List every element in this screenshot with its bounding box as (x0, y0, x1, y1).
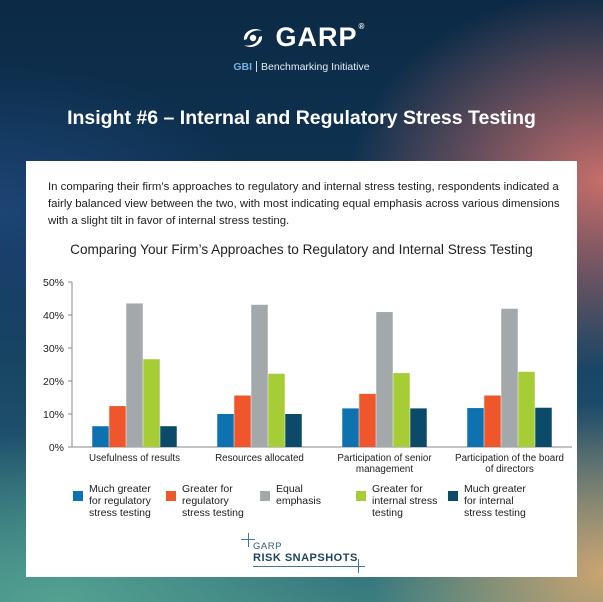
bar (234, 395, 251, 447)
legend-item: Much greater for internal stress testing (448, 483, 526, 519)
brand-name: GARP® (275, 22, 366, 52)
legend-label-line: Greater for (372, 483, 423, 495)
chart-title: Comparing Your Firm’s Approaches to Regu… (70, 242, 533, 257)
x-tick-label: management (356, 464, 413, 475)
legend-label: Much greater for internal stress testing (464, 483, 526, 519)
garp-logo: GARP® GBI Benchmarking Initiative (0, 22, 603, 73)
bar (268, 373, 285, 447)
bar (393, 373, 410, 447)
legend-label-line: for internal (464, 495, 514, 507)
bar (92, 426, 109, 447)
bar (285, 414, 302, 447)
legend-label: Much greater for regulatory stress testing (89, 483, 151, 519)
legend-label-line: regulatory (182, 495, 229, 507)
footer-series-name: RISK SNAPSHOTS (253, 552, 358, 564)
legend-label-line: testing (372, 507, 403, 519)
y-tick-label: 20% (43, 376, 64, 388)
y-tick-label: 10% (43, 409, 64, 421)
legend-label: Greater for internal stress testing (372, 483, 437, 519)
logo-corner-line (253, 566, 365, 567)
brand-sub-prefix: GBI (233, 60, 253, 73)
risk-snapshots-logo: GARP RISK SNAPSHOTS (239, 525, 369, 573)
bar (160, 426, 177, 447)
y-tick-label: 0% (49, 442, 64, 454)
intro-paragraph: In comparing their firm’s approaches to … (48, 181, 560, 227)
registered-mark: ® (358, 22, 366, 31)
bar (467, 408, 484, 447)
bar (518, 371, 535, 447)
legend-label-line: emphasis (276, 495, 321, 507)
bar (217, 414, 234, 447)
bar (126, 303, 143, 447)
x-tick-label: Participation of the board (455, 453, 564, 464)
x-tick-label: Usefulness of results (89, 453, 180, 464)
legend-label-line: stress testing (464, 507, 526, 519)
legend-label-line: stress testing (182, 507, 244, 519)
bar (359, 393, 376, 447)
legend-label: Equal emphasis (276, 483, 321, 507)
legend-swatch (166, 491, 176, 501)
legend-swatch (73, 491, 83, 501)
legend-swatch (448, 491, 458, 501)
y-tick-label: 50% (43, 277, 64, 289)
brand-sub-separator (256, 60, 258, 72)
legend-item: Much greater for regulatory stress testing (73, 483, 151, 519)
legend-swatch (356, 491, 366, 501)
legend-label: Greater for regulatory stress testing (182, 483, 244, 519)
x-tick-label: of directors (485, 464, 534, 475)
garp-swirl-icon (243, 28, 262, 47)
footer-brand: GARP (253, 541, 282, 552)
legend-label-line: internal stress (372, 495, 438, 507)
bar (251, 304, 268, 447)
y-tick-label: 30% (43, 343, 64, 355)
page-title: Insight #6 – Internal and Regulatory Str… (67, 107, 536, 129)
legend-label-line: Equal (276, 483, 303, 495)
logo-corner-line (248, 533, 249, 547)
logo-corner-line (241, 539, 255, 540)
bar (501, 308, 518, 447)
legend-swatch (260, 491, 270, 501)
legend-label-line: stress testing (89, 507, 151, 519)
x-tick-label: Resources allocated (215, 453, 304, 464)
x-tick-label: Participation of senior (337, 453, 432, 464)
legend-label-line: Greater for (182, 483, 233, 495)
bar (484, 395, 501, 447)
bar (410, 408, 427, 447)
bar (143, 359, 160, 447)
legend-item: Greater for regulatory stress testing (166, 483, 244, 519)
y-tick-label: 40% (43, 310, 64, 322)
legend-item: Greater for internal stress testing (356, 483, 437, 519)
bar (342, 408, 359, 447)
chart-legend: Much greater for regulatory stress testing… (73, 483, 573, 535)
bar (109, 406, 126, 447)
legend-label-line: Much greater (464, 483, 526, 495)
brand-subtitle: GBI Benchmarking Initiative (0, 60, 603, 73)
bar-chart: 0% 10% 20% 30% 40% 50% Usefulness of results Re… (43, 277, 572, 475)
content-card: In comparing their firm’s approaches to … (26, 161, 577, 577)
legend-label-line: for regulatory (89, 495, 151, 507)
legend-label-line: Much greater (89, 483, 151, 495)
bar (535, 407, 552, 447)
bar (376, 312, 393, 447)
legend-item: Equal emphasis (260, 483, 321, 507)
brand-sub-text: Benchmarking Initiative (261, 60, 370, 73)
